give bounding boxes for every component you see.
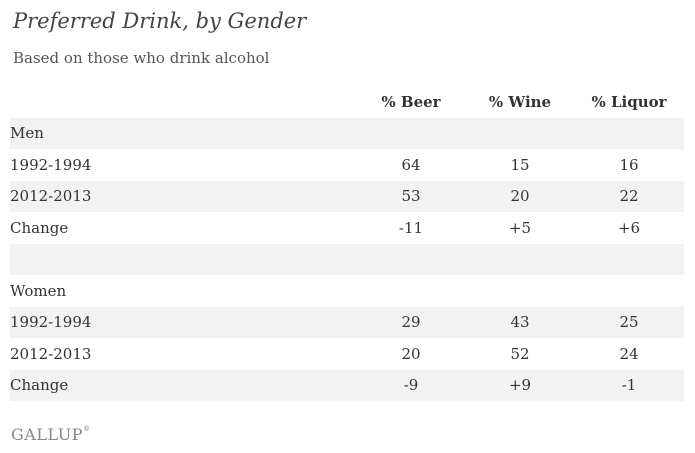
group-label-women: Women [10,281,67,300]
row-label: 1992-1994 [10,306,356,338]
cell-beer: -11 [398,218,424,237]
col-header-beer: % Beer [381,92,441,111]
table-row: 2012-2013 20 52 24 [10,338,684,370]
spacer-cell [10,243,684,275]
cell-wine: +9 [466,369,574,401]
cell-liquor: 25 [574,306,684,338]
logo-text: GALLUP [11,425,83,444]
table-row: 1992-1994 29 43 25 [10,306,684,338]
cell-liquor: 22 [574,180,684,212]
table-row: Change -11 +5 +6 [10,212,684,244]
table-row: 1992-1994 64 15 16 [10,149,684,181]
col-header-liquor: % Liquor [591,92,667,111]
cell-beer: 53 [356,180,466,212]
group-row-men: Men [10,117,684,149]
cell-liquor: 16 [619,155,639,174]
cell-wine: 15 [510,155,530,174]
cell-liquor: -1 [574,369,684,401]
cell-wine: 43 [466,306,574,338]
row-label: Change [10,369,356,401]
col-header-wine: % Wine [488,92,552,111]
group-row-women: Women [10,275,684,307]
cell-wine: 20 [466,180,574,212]
cell-wine: 52 [510,344,530,363]
row-label: 2012-2013 [10,344,92,363]
table-row: Change -9 +9 -1 [10,369,684,401]
chart-subtitle: Based on those who drink alcohol [13,49,270,67]
group-label-men: Men [10,117,684,149]
row-label: 1992-1994 [10,155,92,174]
cell-wine: +5 [508,218,532,237]
cell-beer: -9 [356,369,466,401]
cell-liquor: +6 [617,218,641,237]
cell-liquor: 24 [619,344,639,363]
header-row: % Beer % Wine % Liquor [10,86,684,118]
table-row: 2012-2013 53 20 22 [10,180,684,212]
spacer-row [10,243,684,275]
header-blank [10,86,356,118]
cell-beer: 29 [356,306,466,338]
registered-mark: ® [82,425,90,433]
drink-table: % Beer % Wine % Liquor Men 1992-1994 64 … [10,86,684,401]
row-label: Change [10,218,69,237]
cell-beer: 20 [401,344,421,363]
chart-title: Preferred Drink, by Gender [13,9,307,33]
row-label: 2012-2013 [10,180,356,212]
cell-beer: 64 [401,155,421,174]
gallup-logo: GALLUP® [11,425,90,444]
